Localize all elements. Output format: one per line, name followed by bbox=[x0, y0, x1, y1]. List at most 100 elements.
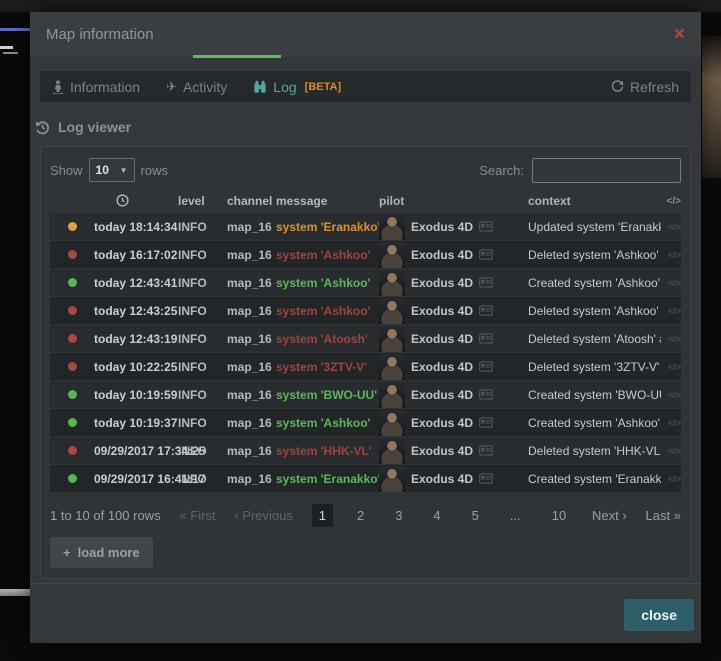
pilot-avatar bbox=[379, 242, 405, 268]
search-input[interactable] bbox=[532, 158, 681, 183]
table-row[interactable]: 09/29/2017 16:41:17 INFO map_16 system '… bbox=[50, 465, 681, 492]
close-icon[interactable]: × bbox=[674, 25, 685, 44]
table-row[interactable]: today 18:14:34 INFO map_16 system 'Erana… bbox=[50, 213, 681, 240]
pilot-card-icon[interactable] bbox=[479, 305, 493, 316]
status-dot bbox=[68, 306, 77, 315]
row-code-icon[interactable]: </> bbox=[661, 222, 681, 232]
refresh-button[interactable]: Refresh bbox=[611, 79, 679, 95]
status-cell bbox=[50, 278, 94, 287]
pilot-column-header[interactable]: pilot bbox=[379, 194, 528, 208]
tab-activity[interactable]: ✈ Activity bbox=[166, 79, 227, 95]
tab-log-label: Log bbox=[273, 79, 296, 95]
pilot-card-icon[interactable] bbox=[479, 221, 493, 232]
table-row[interactable]: today 10:19:37 INFO map_16 system 'Ashko… bbox=[50, 409, 681, 436]
channel-cell: map_16 bbox=[218, 276, 267, 290]
channel-cell: map_16 bbox=[218, 416, 267, 430]
time-column-header[interactable] bbox=[94, 194, 169, 208]
status-cell bbox=[50, 250, 94, 259]
row-code-icon[interactable]: </> bbox=[661, 418, 681, 428]
message-cell: system '3ZTV-V' bbox=[267, 360, 379, 374]
modal-footer: close bbox=[30, 583, 701, 643]
row-code-icon[interactable]: </> bbox=[661, 278, 681, 288]
pagination-next[interactable]: Next › bbox=[592, 508, 627, 523]
row-code-icon[interactable]: </> bbox=[661, 362, 681, 372]
context-cell: Deleted system 'Ashkoo' ... bbox=[528, 304, 661, 318]
row-code-icon[interactable]: </> bbox=[661, 250, 681, 260]
status-cell bbox=[50, 306, 94, 315]
level-cell: INFO bbox=[169, 276, 218, 290]
page-1[interactable]: 1 bbox=[312, 504, 333, 527]
pilot-card-icon[interactable] bbox=[479, 249, 493, 260]
level-cell: INFO bbox=[169, 332, 218, 346]
pilot-card-icon[interactable] bbox=[479, 473, 493, 484]
load-more-button[interactable]: + load more bbox=[50, 537, 153, 568]
row-code-icon[interactable]: </> bbox=[661, 306, 681, 316]
pilot-name: Exodus 4D bbox=[411, 332, 473, 346]
status-dot bbox=[68, 250, 77, 259]
pilot-avatar bbox=[379, 214, 405, 240]
pagination-previous[interactable]: ‹ Previous bbox=[234, 508, 293, 523]
page-size-select[interactable]: 10 ▼ bbox=[89, 158, 135, 182]
pilot-card-icon[interactable] bbox=[479, 333, 493, 344]
show-label: Show bbox=[50, 163, 83, 178]
code-column-header-icon[interactable]: </> bbox=[661, 196, 681, 207]
pagination-first[interactable]: « First bbox=[179, 508, 215, 523]
street-view-icon bbox=[52, 80, 64, 94]
table-row[interactable]: today 10:19:59 INFO map_16 system 'BWO-U… bbox=[50, 381, 681, 408]
tab-information[interactable]: Information bbox=[52, 79, 140, 95]
table-row[interactable]: today 10:22:25 INFO map_16 system '3ZTV-… bbox=[50, 353, 681, 380]
pagination-pages: 12345...10 bbox=[312, 504, 573, 527]
channel-cell: map_16 bbox=[218, 444, 267, 458]
modal-title: Map information bbox=[46, 26, 154, 43]
time-cell: 09/29/2017 17:34:25 bbox=[94, 444, 169, 458]
page-4[interactable]: 4 bbox=[426, 504, 447, 527]
table-row[interactable]: today 12:43:19 INFO map_16 system 'Atoos… bbox=[50, 325, 681, 352]
pilot-avatar bbox=[379, 270, 405, 296]
pilot-card-icon[interactable] bbox=[479, 445, 493, 456]
context-cell: Created system 'BWO-UU'... bbox=[528, 388, 661, 402]
table-row[interactable]: today 12:43:41 INFO map_16 system 'Ashko… bbox=[50, 269, 681, 296]
table-row[interactable]: today 16:17:02 INFO map_16 system 'Ashko… bbox=[50, 241, 681, 268]
time-cell: today 16:17:02 bbox=[94, 248, 169, 262]
caret-down-icon: ▼ bbox=[120, 166, 128, 175]
pilot-cell: Exodus 4D bbox=[379, 466, 528, 492]
background-map-marker bbox=[0, 589, 30, 596]
status-cell bbox=[50, 334, 94, 343]
pilot-card-icon[interactable] bbox=[479, 361, 493, 372]
message-cell: system 'Ashkoo' bbox=[267, 276, 379, 290]
row-code-icon[interactable]: </> bbox=[661, 446, 681, 456]
background-map-line-blue bbox=[0, 28, 30, 31]
pilot-card-icon[interactable] bbox=[479, 277, 493, 288]
tab-log[interactable]: Log [BETA] bbox=[253, 79, 341, 95]
pilot-cell: Exodus 4D bbox=[379, 438, 528, 464]
pilot-card-icon[interactable] bbox=[479, 389, 493, 400]
close-button[interactable]: close bbox=[624, 599, 694, 631]
row-code-icon[interactable]: </> bbox=[661, 474, 681, 484]
beta-badge: [BETA] bbox=[305, 81, 341, 93]
table-row[interactable]: 09/29/2017 17:34:25 INFO map_16 system '… bbox=[50, 437, 681, 464]
page-3[interactable]: 3 bbox=[388, 504, 409, 527]
row-code-icon[interactable]: </> bbox=[661, 390, 681, 400]
message-cell: system 'BWO-UU' bbox=[267, 388, 379, 402]
pagination-summary: 1 to 10 of 100 rows bbox=[50, 508, 161, 523]
level-column-header[interactable]: level bbox=[169, 194, 218, 208]
history-icon bbox=[35, 120, 50, 135]
page-2[interactable]: 2 bbox=[350, 504, 371, 527]
context-column-header[interactable]: context bbox=[528, 194, 661, 208]
page-10[interactable]: 10 bbox=[545, 504, 573, 527]
pilot-avatar bbox=[379, 438, 405, 464]
pagination: 1 to 10 of 100 rows « First ‹ Previous 1… bbox=[50, 504, 681, 527]
channel-column-header[interactable]: channel bbox=[218, 194, 267, 208]
message-column-header[interactable]: message bbox=[267, 194, 379, 208]
pagination-last[interactable]: Last » bbox=[646, 508, 681, 523]
status-cell bbox=[50, 222, 94, 231]
table-controls: Show 10 ▼ rows Search: bbox=[50, 157, 681, 183]
row-code-icon[interactable]: </> bbox=[661, 334, 681, 344]
time-cell: today 12:43:41 bbox=[94, 276, 169, 290]
pilot-card-icon[interactable] bbox=[479, 417, 493, 428]
pilot-cell: Exodus 4D bbox=[379, 242, 528, 268]
table-row[interactable]: today 12:43:25 INFO map_16 system 'Ashko… bbox=[50, 297, 681, 324]
channel-cell: map_16 bbox=[218, 332, 267, 346]
log-viewer-heading: Log viewer bbox=[35, 119, 691, 135]
page-5[interactable]: 5 bbox=[465, 504, 486, 527]
